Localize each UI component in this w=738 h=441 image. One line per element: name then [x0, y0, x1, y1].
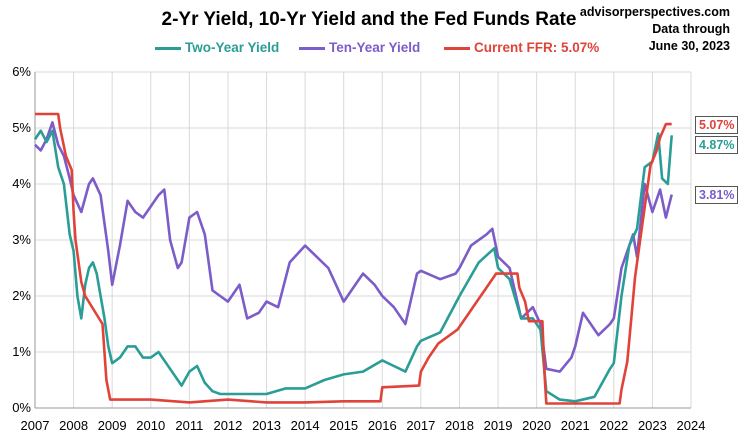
x-tick-label: 2018	[445, 418, 474, 433]
x-tick-label: 2021	[561, 418, 590, 433]
y-tick-label: 4%	[12, 176, 31, 191]
legend-label-ten-year: Ten-Year Yield	[329, 40, 421, 55]
series-line-2	[35, 112, 672, 405]
series-line-1	[34, 121, 673, 373]
x-tick-label: 2012	[213, 418, 242, 433]
x-tick-label: 2009	[98, 418, 127, 433]
x-tick-label: 2023	[638, 418, 667, 433]
x-tick-label: 2022	[599, 418, 628, 433]
x-tick-label: 2016	[368, 418, 397, 433]
end-label-ffr: 5.07%	[695, 116, 738, 134]
tick-labels: 0% 1% 2% 3% 4% 5% 6% 2007 2008 2009 2010 2011 2012 20…	[12, 64, 705, 433]
data-through-date: June 30, 2023	[648, 39, 730, 53]
legend-swatch-ffr	[444, 46, 470, 50]
x-tick-label: 2007	[21, 418, 50, 433]
legend-ffr: Current FFR: 5.07%	[444, 40, 599, 55]
x-tick-label: 2024	[677, 418, 706, 433]
grid	[34, 71, 692, 409]
legend-ten-year: Ten-Year Yield	[299, 40, 420, 55]
y-tick-label: 1%	[12, 344, 31, 359]
legend-two-year: Two-Year Yield	[155, 40, 279, 55]
end-label-two-year: 4.87%	[695, 136, 738, 154]
x-tick-label: 2014	[291, 418, 320, 433]
x-tick-label: 2015	[329, 418, 358, 433]
x-tick-label: 2011	[175, 418, 203, 433]
legend-label-ffr: Current FFR: 5.07%	[474, 40, 600, 55]
x-tick-label: 2008	[59, 418, 88, 433]
legend-swatch-two-year	[155, 46, 181, 50]
chart-title: 2-Yr Yield, 10-Yr Yield and the Fed Fund…	[161, 9, 577, 30]
legend-swatch-ten-year	[299, 46, 325, 50]
y-tick-label: 6%	[12, 64, 31, 79]
end-label-ten-year: 3.81%	[695, 186, 738, 204]
x-tick-label: 2020	[522, 418, 551, 433]
legend-label-two-year: Two-Year Yield	[185, 40, 280, 55]
x-tick-label: 2013	[252, 418, 281, 433]
series-group	[33, 112, 673, 405]
y-tick-label: 0%	[12, 400, 31, 415]
x-tick-label: 2019	[484, 418, 513, 433]
source-text: advisorperspectives.com	[579, 5, 730, 19]
y-tick-label: 3%	[12, 232, 31, 247]
x-tick-label: 2010	[136, 418, 165, 433]
series-line-0	[33, 129, 673, 403]
x-tick-label: 2017	[406, 418, 435, 433]
y-tick-label: 2%	[12, 288, 31, 303]
y-tick-label: 5%	[12, 120, 31, 135]
data-through-label: Data through	[652, 22, 730, 36]
source-block: advisorperspectives.com Data through Jun…	[580, 4, 730, 55]
